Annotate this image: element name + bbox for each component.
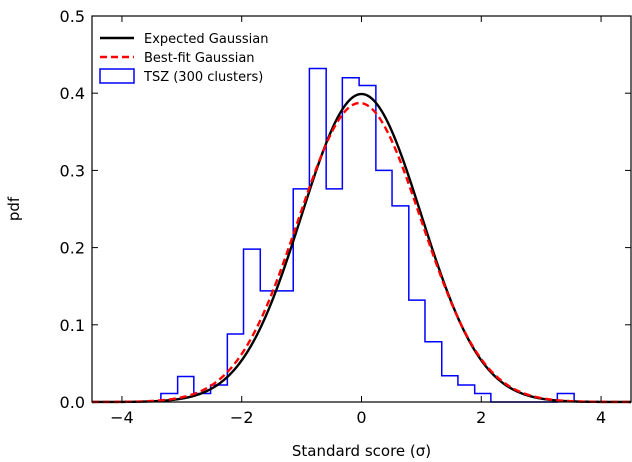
legend-swatch: [99, 68, 135, 84]
x-tick-label: 0: [356, 408, 366, 427]
y-tick-label: 0.3: [60, 161, 85, 180]
x-tick-label: −4: [110, 408, 134, 427]
histogram-bin: [425, 342, 442, 402]
legend: Expected Gaussian Best-fit Gaussian TSZ (3…: [99, 32, 268, 85]
histogram-bin: [309, 69, 326, 403]
histogram-bin: [475, 394, 491, 402]
curve-series-1: [91, 101, 631, 404]
y-axis-label: pdf: [5, 196, 23, 221]
histogram-bin: [326, 189, 342, 402]
histogram-bin: [409, 300, 425, 402]
legend-label: Best-fit Gaussian: [144, 51, 255, 66]
axis-ticks: −4 −2 0 2 4 0.0 0.1 0.2 0.3 0.4 0.5: [60, 7, 631, 427]
histogram-bin: [376, 170, 392, 402]
histogram-series-2: [160, 67, 575, 403]
y-tick-label: 0.4: [60, 84, 85, 103]
y-tick-label: 0.2: [60, 239, 85, 258]
legend-label: Expected Gaussian: [144, 32, 268, 47]
legend-label: TSZ (300 clusters): [143, 70, 263, 85]
histogram-bin: [293, 189, 309, 402]
x-axis-label: Standard score (σ): [292, 442, 431, 460]
histogram-bin: [342, 78, 359, 402]
histogram-bin: [276, 291, 293, 402]
y-tick-label: 0.1: [60, 316, 85, 335]
histogram-bin: [392, 206, 409, 402]
x-tick-label: 4: [596, 408, 606, 427]
histogram-bin: [458, 385, 475, 402]
histogram-bin: [442, 376, 458, 402]
x-tick-label: 2: [476, 408, 486, 427]
y-tick-label: 0.0: [60, 393, 85, 412]
x-tick-label: −2: [230, 408, 254, 427]
y-tick-label: 0.5: [60, 7, 85, 26]
plot-area: [91, 67, 631, 404]
histogram-bin: [359, 85, 376, 402]
